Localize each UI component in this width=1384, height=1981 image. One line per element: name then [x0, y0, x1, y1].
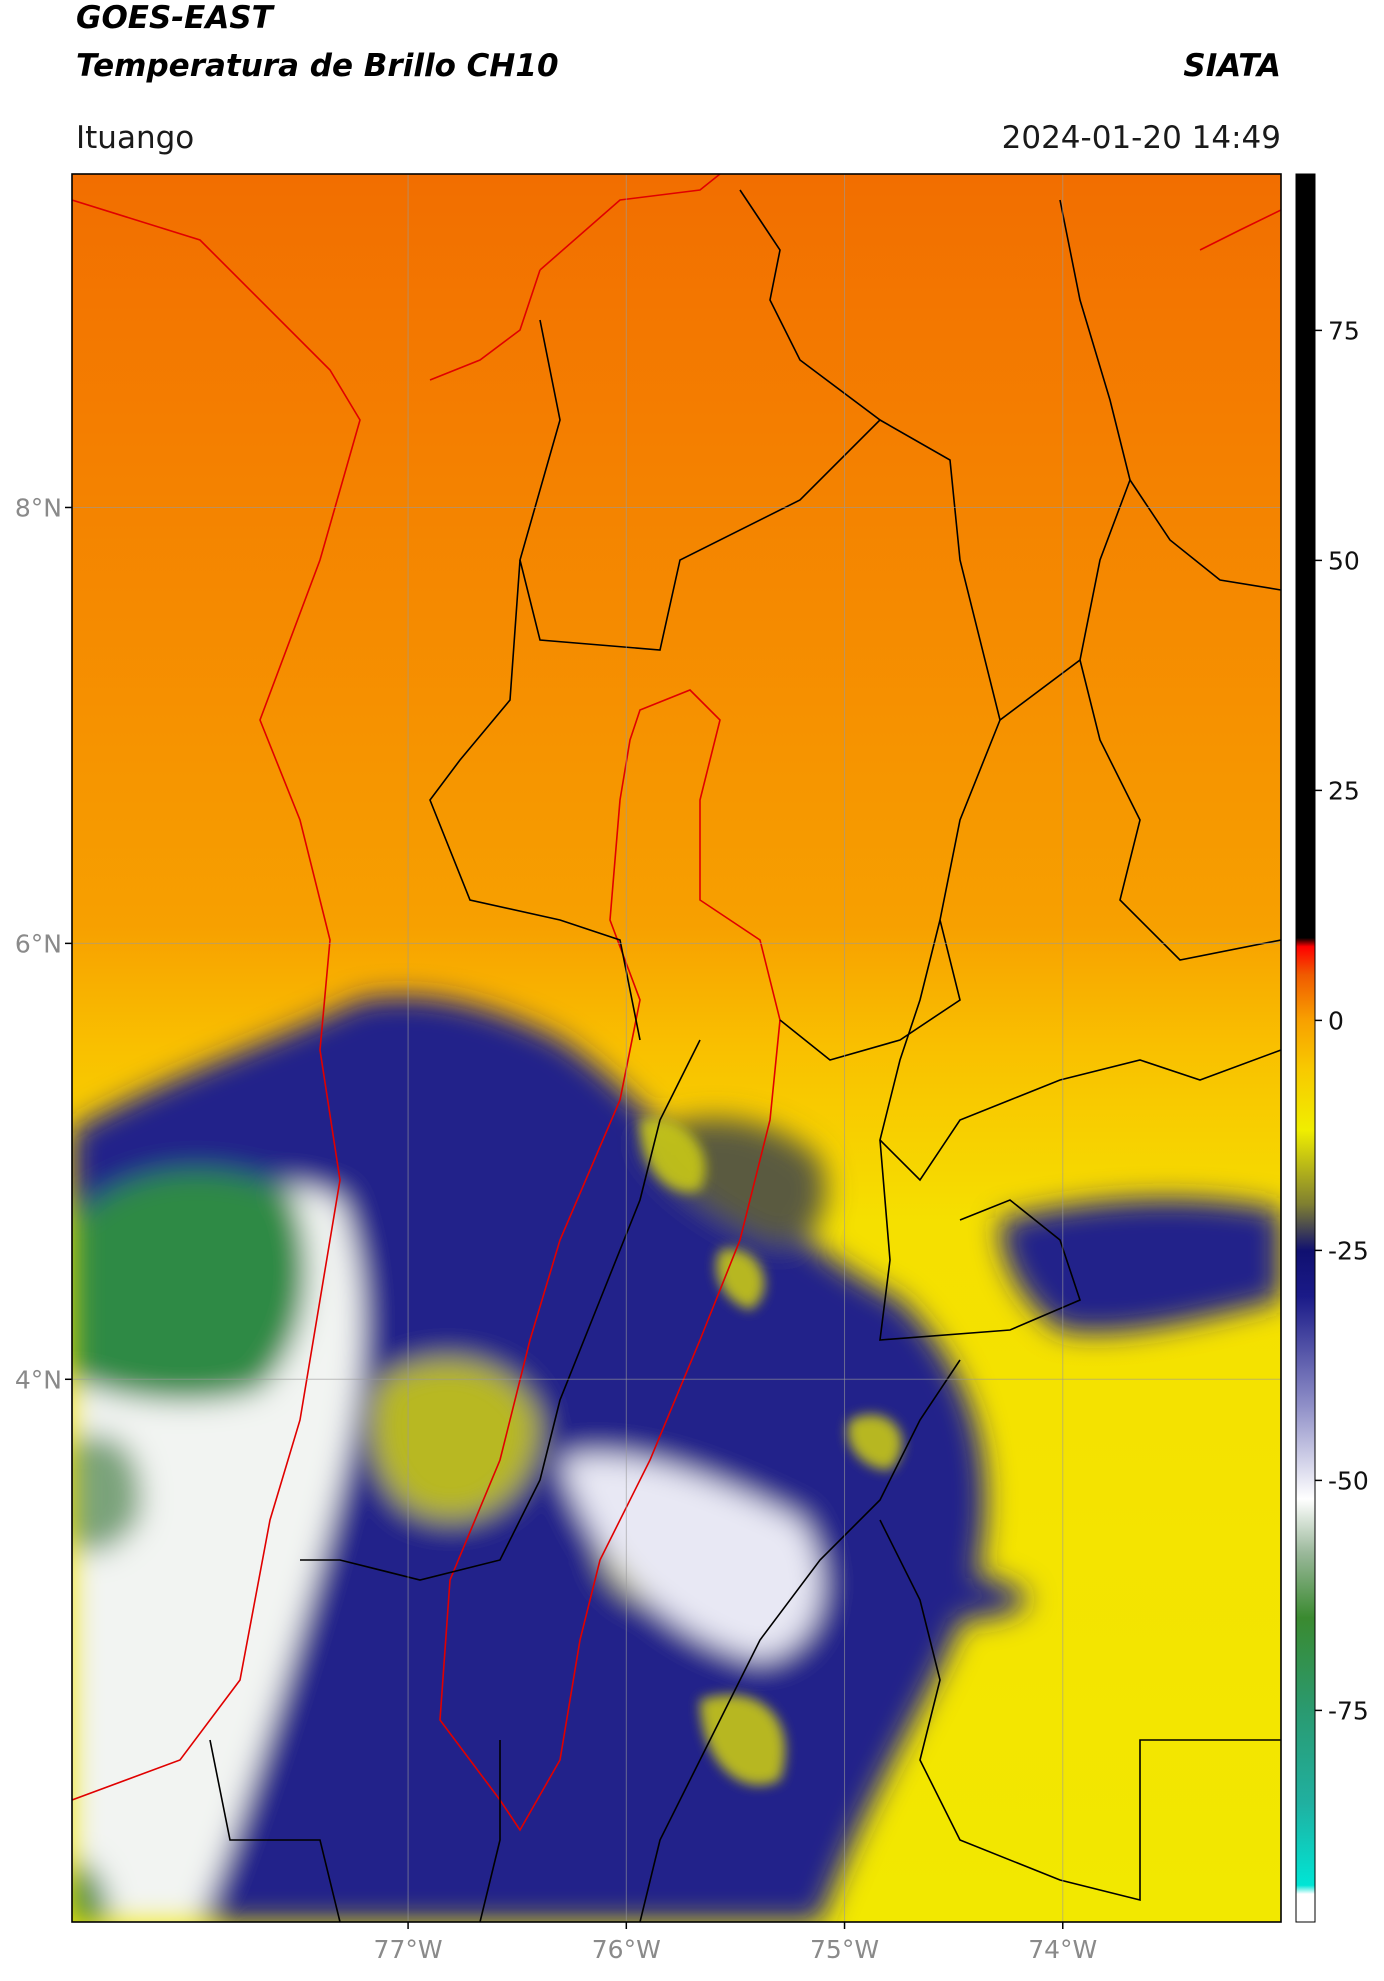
- lon-tick-label: 74°W: [1028, 1935, 1097, 1964]
- datetime: 2024-01-20 14:49: [1002, 120, 1281, 156]
- colorbar-tick-label: -75: [1328, 1696, 1369, 1725]
- source: SIATA: [1183, 48, 1281, 84]
- region: Ituango: [76, 120, 194, 156]
- lon-tick-label: 76°W: [592, 1935, 661, 1964]
- colorbar-tick-label: -25: [1328, 1236, 1369, 1265]
- borders: [72, 174, 1281, 1922]
- colorbar-tick-label: 25: [1328, 776, 1360, 805]
- graticule: 8°N 6°N 4°N 77°W 76°W 75°W 74°W: [15, 174, 1281, 1964]
- title-line2: Temperatura de Brillo CH10: [76, 48, 559, 84]
- lat-tick-label: 4°N: [15, 1365, 62, 1394]
- lon-tick-label: 77°W: [374, 1935, 443, 1964]
- colorbar: [1295, 173, 1316, 1923]
- lat-tick-label: 6°N: [15, 929, 62, 958]
- colorbar-tick-label: 0: [1328, 1006, 1344, 1035]
- satellite-image: [72, 174, 1281, 1922]
- colorbar-tick-label: -50: [1328, 1466, 1369, 1495]
- colorbar-tick-label: 50: [1328, 546, 1360, 575]
- title-line1: GOES-EAST: [76, 0, 276, 36]
- colorbar-tick-label: 75: [1328, 316, 1360, 345]
- lat-tick-label: 8°N: [15, 493, 62, 522]
- map-frame: [71, 173, 1282, 1923]
- colorbar-ticks: 75 50 25 0 -25 -50 -75: [1315, 316, 1369, 1725]
- lon-tick-label: 75°W: [810, 1935, 879, 1964]
